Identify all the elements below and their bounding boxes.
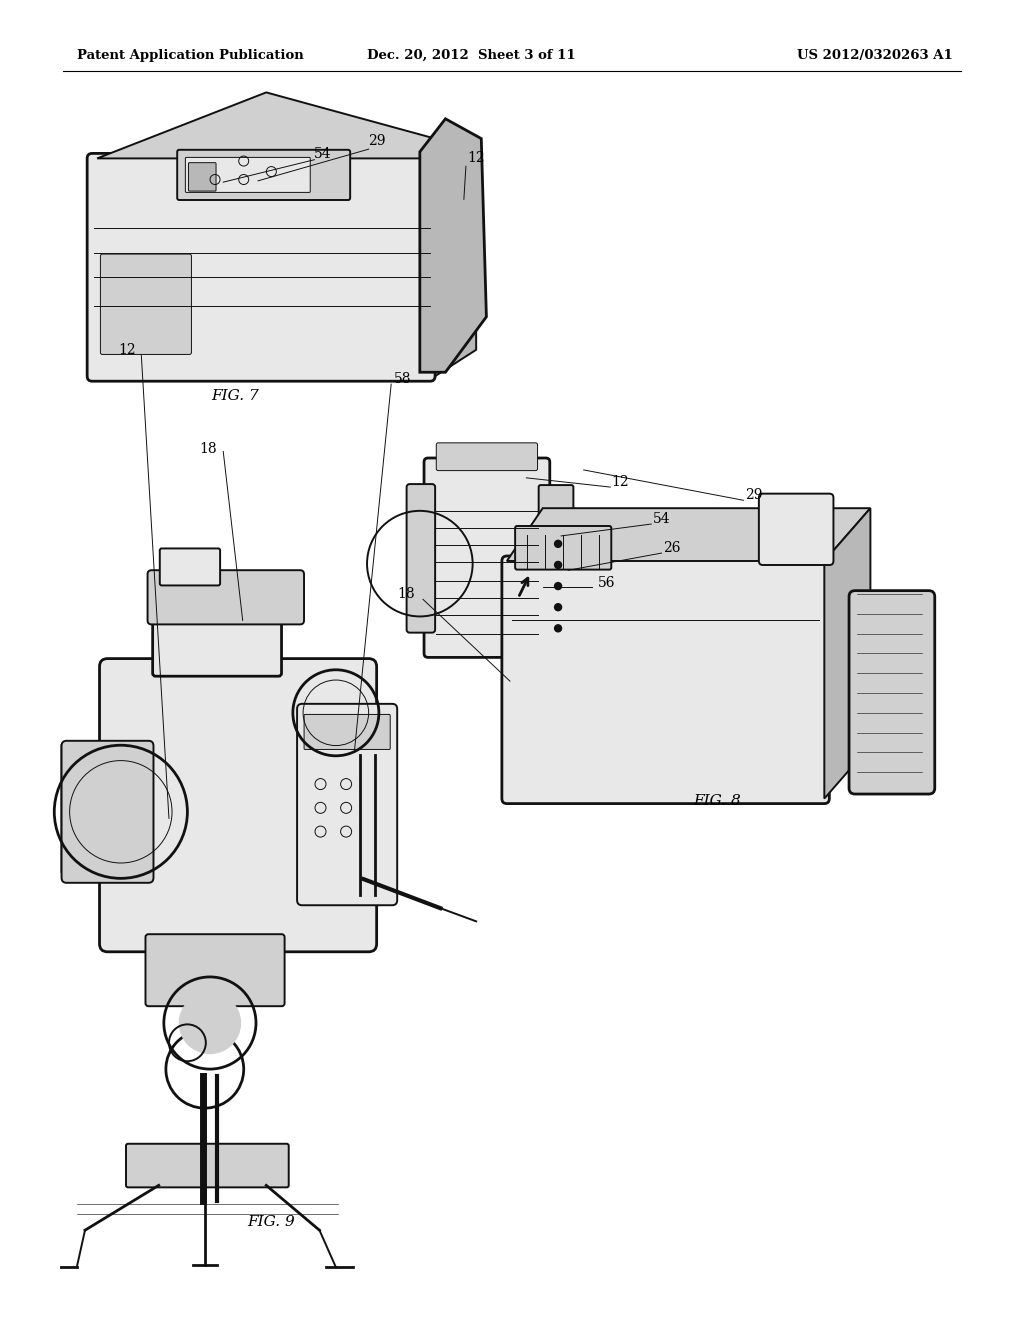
Polygon shape bbox=[435, 139, 476, 376]
FancyBboxPatch shape bbox=[849, 590, 935, 795]
Text: 18: 18 bbox=[200, 442, 217, 455]
Text: US 2012/0320263 A1: US 2012/0320263 A1 bbox=[797, 49, 952, 62]
Polygon shape bbox=[97, 92, 435, 158]
Text: 58: 58 bbox=[394, 372, 412, 385]
Text: FIG. 9: FIG. 9 bbox=[248, 1216, 295, 1229]
Circle shape bbox=[555, 582, 561, 590]
Text: Dec. 20, 2012  Sheet 3 of 11: Dec. 20, 2012 Sheet 3 of 11 bbox=[367, 49, 575, 62]
Text: Patent Application Publication: Patent Application Publication bbox=[77, 49, 303, 62]
Text: 18: 18 bbox=[397, 587, 415, 601]
FancyBboxPatch shape bbox=[297, 704, 397, 906]
FancyBboxPatch shape bbox=[177, 149, 350, 201]
Text: 29: 29 bbox=[745, 488, 763, 502]
Text: FIG. 7: FIG. 7 bbox=[212, 389, 259, 403]
FancyBboxPatch shape bbox=[87, 153, 435, 381]
FancyBboxPatch shape bbox=[436, 442, 538, 471]
Polygon shape bbox=[824, 508, 870, 799]
FancyBboxPatch shape bbox=[502, 556, 829, 804]
Text: 54: 54 bbox=[313, 148, 332, 161]
Circle shape bbox=[179, 993, 241, 1053]
Text: 29: 29 bbox=[368, 135, 386, 148]
FancyBboxPatch shape bbox=[515, 525, 611, 570]
Circle shape bbox=[555, 603, 561, 611]
Text: 12: 12 bbox=[467, 152, 485, 165]
FancyBboxPatch shape bbox=[188, 162, 216, 191]
Text: 54: 54 bbox=[653, 512, 671, 525]
FancyBboxPatch shape bbox=[153, 615, 282, 676]
FancyBboxPatch shape bbox=[61, 741, 154, 883]
FancyBboxPatch shape bbox=[759, 494, 834, 565]
FancyBboxPatch shape bbox=[145, 935, 285, 1006]
Text: 12: 12 bbox=[119, 343, 136, 356]
FancyBboxPatch shape bbox=[160, 548, 220, 586]
Circle shape bbox=[555, 540, 561, 548]
Text: 26: 26 bbox=[664, 541, 681, 554]
FancyBboxPatch shape bbox=[407, 484, 435, 632]
FancyBboxPatch shape bbox=[61, 743, 129, 874]
Text: 56: 56 bbox=[598, 577, 615, 590]
FancyBboxPatch shape bbox=[539, 484, 573, 632]
Circle shape bbox=[555, 561, 561, 569]
FancyBboxPatch shape bbox=[147, 570, 304, 624]
Text: 12: 12 bbox=[611, 475, 629, 488]
Circle shape bbox=[555, 624, 561, 632]
FancyBboxPatch shape bbox=[126, 1143, 289, 1188]
FancyBboxPatch shape bbox=[99, 659, 377, 952]
Text: FIG. 8: FIG. 8 bbox=[693, 795, 740, 808]
Polygon shape bbox=[507, 508, 870, 561]
FancyBboxPatch shape bbox=[304, 714, 390, 750]
FancyBboxPatch shape bbox=[185, 157, 310, 193]
Polygon shape bbox=[420, 119, 486, 372]
FancyBboxPatch shape bbox=[424, 458, 550, 657]
FancyBboxPatch shape bbox=[100, 253, 191, 355]
